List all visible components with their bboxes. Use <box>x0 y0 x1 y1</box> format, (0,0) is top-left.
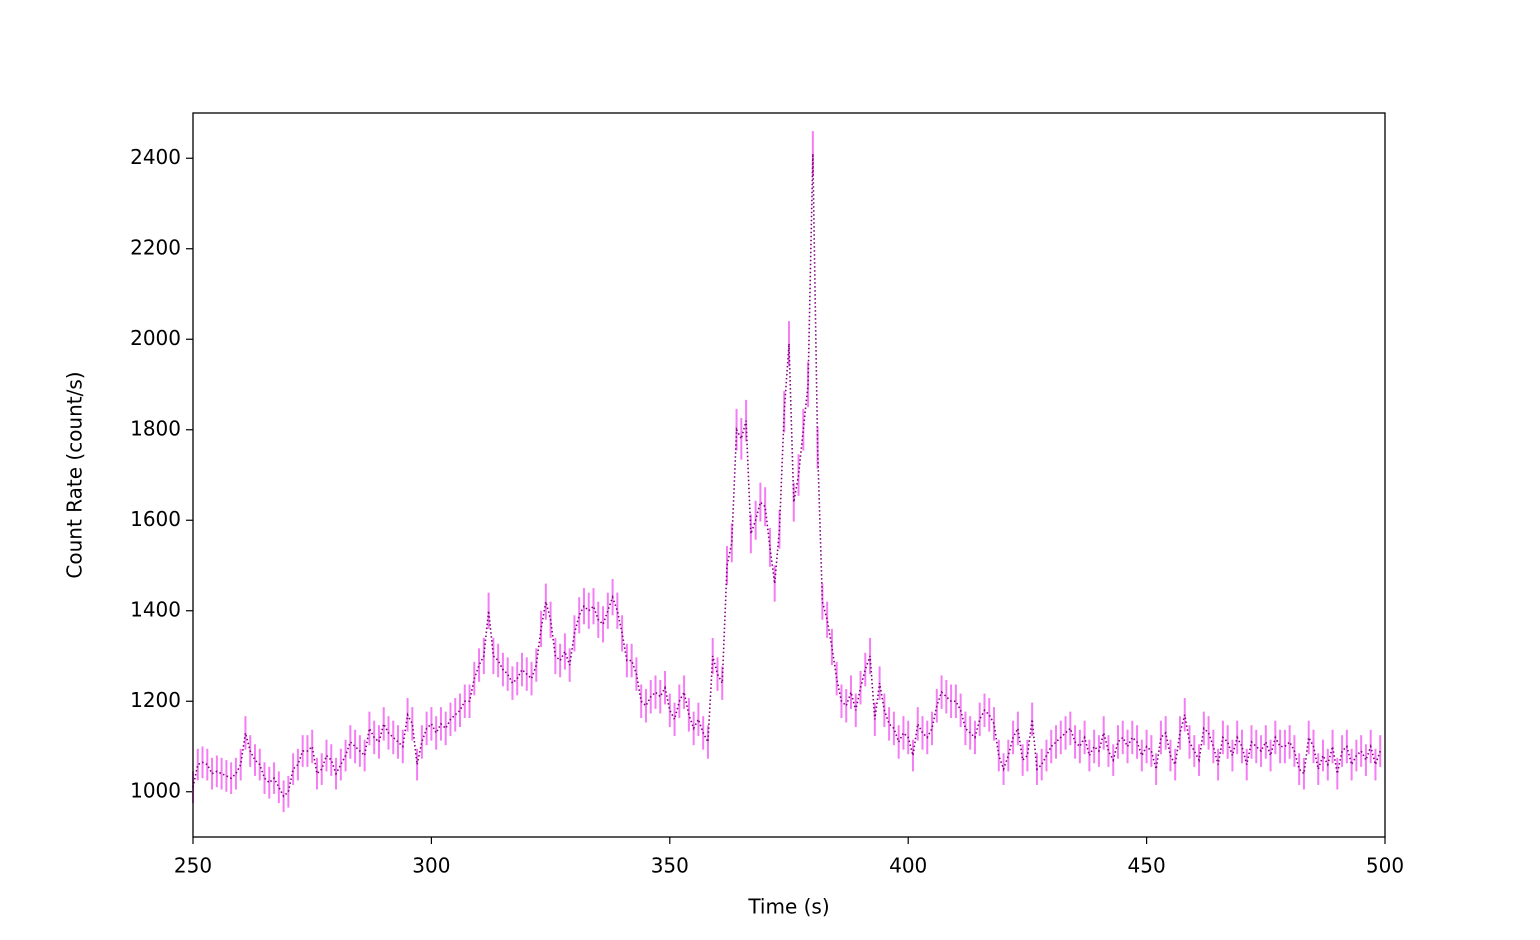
x-tick-label: 500 <box>1366 854 1404 878</box>
y-tick-label: 1400 <box>130 597 181 621</box>
y-tick-label: 2400 <box>130 145 181 169</box>
y-tick-label: 1000 <box>130 778 181 802</box>
y-tick-label: 1800 <box>130 416 181 440</box>
x-tick-label: 450 <box>1128 854 1166 878</box>
x-tick-label: 350 <box>651 854 689 878</box>
y-tick-label: 2200 <box>130 235 181 259</box>
y-tick-label: 1600 <box>130 507 181 531</box>
x-tick-label: 300 <box>412 854 450 878</box>
y-tick-label: 1200 <box>130 688 181 712</box>
x-tick-label: 400 <box>889 854 927 878</box>
x-tick-label: 250 <box>174 854 212 878</box>
y-tick-label: 2000 <box>130 326 181 350</box>
plot-frame <box>192 112 1386 838</box>
y-axis-label: Count Rate (count/s) <box>63 371 87 578</box>
x-axis-label: Time (s) <box>747 895 829 919</box>
light-curve <box>192 153 1381 798</box>
